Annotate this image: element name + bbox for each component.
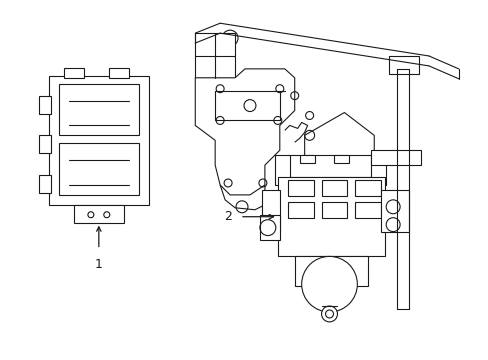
Bar: [299, 155, 314, 163]
Bar: [39, 175, 51, 193]
Bar: [59, 84, 138, 135]
Bar: [74, 205, 123, 223]
Bar: [321, 180, 346, 196]
Polygon shape: [304, 113, 373, 218]
Bar: [64, 68, 84, 78]
Bar: [49, 76, 148, 205]
Bar: [59, 143, 138, 195]
Bar: [287, 202, 313, 218]
Bar: [287, 155, 376, 177]
Bar: [195, 33, 235, 78]
Polygon shape: [195, 69, 294, 195]
Bar: [334, 155, 349, 163]
Circle shape: [301, 256, 357, 312]
Text: 2: 2: [224, 210, 232, 223]
Text: 1: 1: [95, 258, 102, 271]
Bar: [39, 96, 51, 113]
Bar: [370, 150, 420, 165]
Bar: [388, 56, 418, 74]
Bar: [355, 202, 381, 218]
Bar: [355, 180, 381, 196]
Bar: [294, 256, 367, 286]
Bar: [262, 190, 279, 231]
Circle shape: [226, 35, 233, 41]
Bar: [321, 202, 346, 218]
Bar: [277, 177, 385, 256]
Bar: [260, 215, 279, 239]
Bar: [39, 135, 51, 153]
Bar: [287, 180, 313, 196]
Circle shape: [321, 306, 337, 322]
Bar: [274, 155, 289, 185]
Bar: [370, 155, 386, 185]
Bar: [108, 68, 128, 78]
Bar: [381, 190, 408, 231]
